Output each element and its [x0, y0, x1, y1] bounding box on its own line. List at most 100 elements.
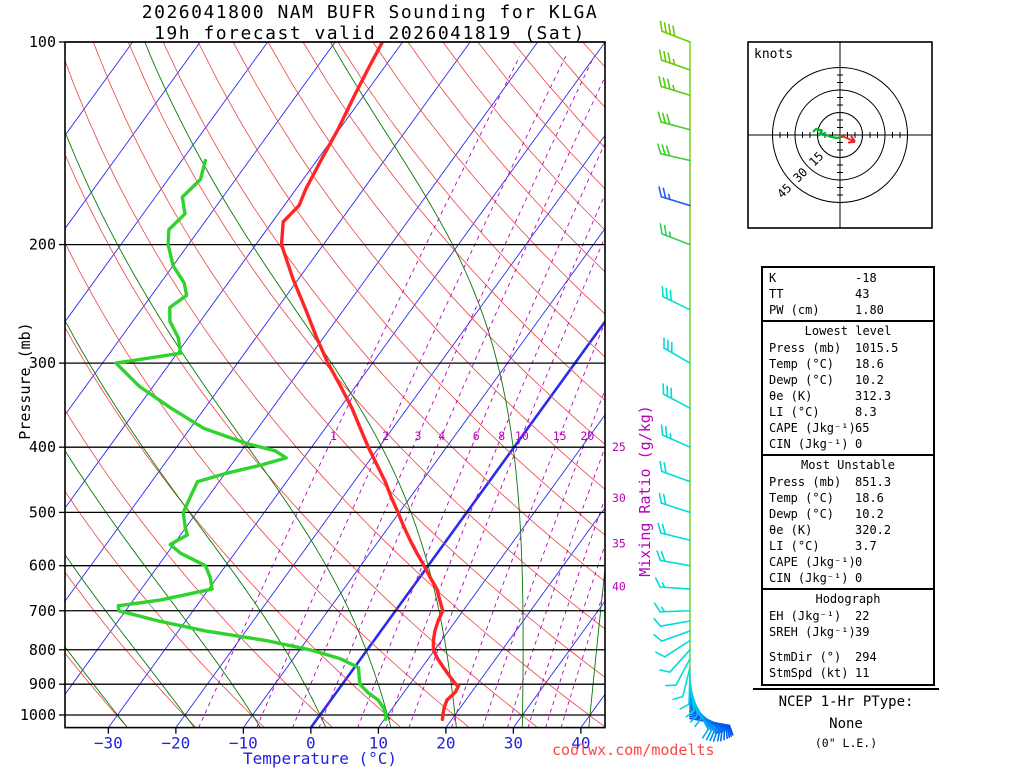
stat-spacer [763, 640, 933, 649]
stat-value: 22 [855, 609, 870, 623]
wind-barb [658, 186, 691, 207]
svg-text:30: 30 [612, 491, 626, 505]
wind-barb [659, 223, 691, 246]
svg-text:10: 10 [369, 734, 388, 753]
wind-barb [658, 49, 691, 71]
stat-value: 8.3 [855, 405, 877, 419]
stat-value: 43 [855, 287, 870, 301]
svg-text:40: 40 [612, 579, 626, 593]
stat-value: 294 [855, 650, 877, 664]
stat-row: CIN (Jkg⁻¹) 0 [763, 570, 933, 586]
plot-border [64, 41, 606, 729]
stat-row: StmSpd (kt) 11 [763, 665, 933, 681]
svg-text:4: 4 [438, 429, 445, 443]
sounding-profiles [114, 42, 461, 722]
ptype-value: None [829, 716, 863, 732]
stat-value: 320.2 [855, 523, 892, 537]
stat-label: LI (°C) [769, 405, 820, 419]
temperature-curve [279, 42, 461, 722]
stat-value: 65 [855, 421, 870, 435]
svg-text:900: 900 [29, 675, 56, 693]
stat-row: Temp (°C) 18.6 [763, 356, 933, 372]
svg-text:−30: −30 [94, 734, 123, 753]
stat-value: 10.2 [855, 373, 884, 387]
y-axis-ticks: 100 200 300 400 500 600 700 800 900 1000 [20, 33, 65, 724]
stat-value: 10.2 [855, 507, 884, 521]
stat-label: CAPE (Jkg⁻¹) [769, 421, 856, 435]
watermark-text: coolwx.com/modelts [552, 741, 715, 759]
mixing-ratio-lines [198, 56, 605, 728]
stat-value: 3.7 [855, 539, 877, 553]
sounding-stats-panel: K -18 TT 43 PW (cm) 1.80 Lowest level Press (mb… [761, 266, 935, 686]
svg-text:600: 600 [29, 557, 56, 575]
stat-label: CIN (Jkg⁻¹) [769, 437, 849, 451]
stat-label: SREH (Jkg⁻¹) [769, 625, 856, 639]
svg-text:700: 700 [29, 602, 56, 620]
wind-barb [658, 492, 691, 514]
ptype-heading: NCEP 1-Hr PType: [753, 688, 939, 710]
wind-barb [685, 680, 695, 718]
svg-text:400: 400 [29, 438, 56, 456]
stat-row: CAPE (Jkg⁻¹) 65 [763, 420, 933, 436]
stat-label: StmSpd (kt) [769, 666, 849, 680]
stat-section-header: Hodograph [763, 588, 933, 608]
stat-label: TT [769, 287, 784, 301]
chart-subtitle: 19h forecast valid 2026041819 (Sat) [154, 23, 586, 44]
svg-text:40: 40 [571, 734, 590, 753]
stat-label: CIN (Jkg⁻¹) [769, 571, 849, 585]
wind-barb [659, 648, 691, 673]
stat-row: Press (mb) 1015.5 [763, 340, 933, 356]
dewpoint-curve [114, 158, 388, 722]
wind-barb [659, 460, 691, 483]
wind-barb [657, 143, 691, 162]
wind-barb [653, 602, 691, 613]
svg-text:20: 20 [580, 429, 594, 443]
stat-label: Temp (°C) [769, 491, 835, 505]
stat-section-header: Lowest level [763, 320, 933, 340]
stat-value: 0 [855, 437, 863, 451]
stat-value: -18 [855, 271, 877, 285]
wind-barb [663, 337, 691, 364]
stat-label: CAPE (Jkg⁻¹) [769, 555, 856, 569]
stat-value: 39 [855, 625, 870, 639]
stat-value: 18.6 [855, 491, 884, 505]
wind-barb [679, 673, 691, 710]
stat-label: Press (mb) [769, 475, 842, 489]
svg-text:3: 3 [414, 429, 421, 443]
ptype-panel: NCEP 1-Hr PType: None (0" L.E.) [753, 688, 939, 750]
stat-row: StmDir (°) 294 [763, 649, 933, 665]
stat-label: PW (cm) [769, 303, 820, 317]
wind-barb [658, 75, 691, 97]
svg-text:200: 200 [29, 236, 56, 254]
stat-row: TT 43 [763, 286, 933, 302]
svg-text:2: 2 [382, 429, 389, 443]
stat-label: LI (°C) [769, 539, 820, 553]
svg-text:1: 1 [330, 429, 337, 443]
svg-text:100: 100 [29, 33, 56, 51]
svg-text:0: 0 [306, 734, 316, 753]
wind-barb [672, 666, 691, 701]
wind-barb-column [653, 20, 734, 742]
stat-label: θe (K) [769, 523, 813, 537]
chart-title: 2026041800 NAM BUFR Sounding for KLGA [141, 2, 599, 23]
svg-text:−10: −10 [229, 734, 258, 753]
stat-label: θe (K) [769, 389, 813, 403]
isotherms [65, 42, 605, 728]
stat-label: Dewp (°C) [769, 507, 835, 521]
wind-barb [655, 639, 691, 658]
temperature-axis-label: Temperature (°C) [242, 749, 398, 768]
stat-value: 18.6 [855, 357, 884, 371]
stat-label: Temp (°C) [769, 357, 835, 371]
svg-text:30: 30 [504, 734, 523, 753]
wind-barb [653, 617, 691, 628]
svg-text:8: 8 [498, 429, 505, 443]
ptype-note: (0" L.E.) [814, 736, 878, 750]
stat-row: Dewp (°C) 10.2 [763, 372, 933, 388]
svg-text:25: 25 [612, 440, 626, 454]
mixing-ratio-axis-label: Mixing Ratio (g/kg) [636, 405, 654, 577]
svg-text:10: 10 [515, 429, 529, 443]
wind-barb [659, 20, 691, 43]
wind-barb [656, 550, 691, 567]
svg-text:35: 35 [612, 536, 626, 550]
